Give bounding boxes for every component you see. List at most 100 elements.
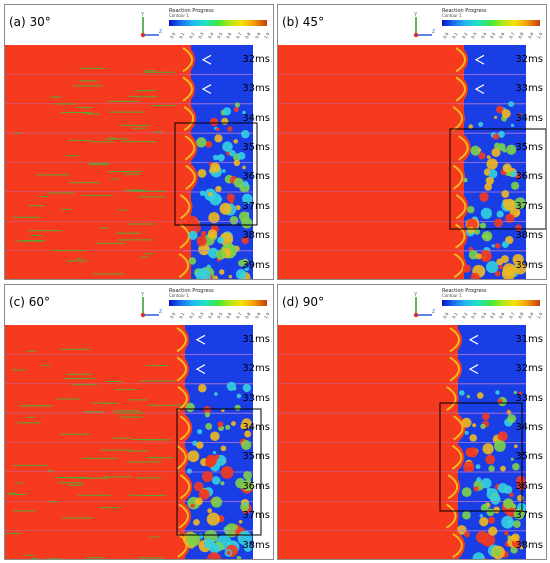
mixing-blob xyxy=(491,147,501,158)
mixing-blob xyxy=(485,454,496,465)
mixing-blob xyxy=(497,431,508,442)
flame-front-edge xyxy=(446,503,457,529)
mixing-blob xyxy=(204,412,211,418)
legend-subtitle: Contour 1 xyxy=(442,293,462,298)
time-label: 32ms xyxy=(242,363,270,375)
mixing-blob xyxy=(238,259,245,267)
mixing-blob xyxy=(511,181,520,190)
panel-a-30deg: (a) 30° Y Z Reaction Progress Contour 1 … xyxy=(4,4,274,280)
mixing-blob xyxy=(468,250,479,260)
mixing-blob xyxy=(236,393,242,399)
color-legend: Reaction Progress Contour 1 0.0 0.1 0.2 0.3… xyxy=(442,8,544,43)
flame-tongue xyxy=(278,103,466,134)
time-label: 31ms xyxy=(515,333,543,345)
flame-tongue xyxy=(5,354,189,384)
mixing-blob xyxy=(215,127,220,132)
flame-front-edge xyxy=(177,385,188,412)
mixing-blob xyxy=(230,421,236,427)
legend-tick: 0.7 xyxy=(507,31,516,40)
mixing-blob xyxy=(235,269,247,279)
flame-front-edge xyxy=(182,76,193,102)
flame-tongue xyxy=(278,501,459,531)
mixing-blob xyxy=(488,465,495,472)
focus-box xyxy=(439,402,523,512)
mixing-blob xyxy=(459,390,465,396)
mixing-blob xyxy=(233,139,239,144)
flame-tongue xyxy=(278,162,466,192)
mixing-blob xyxy=(513,520,521,529)
mixing-blob xyxy=(227,126,233,132)
panel-d-90deg: (d) 90° Y Z Reaction Progress Contour 1 … xyxy=(277,284,547,560)
mixing-blob xyxy=(208,212,220,224)
mixing-blob xyxy=(515,224,522,232)
mixing-blob xyxy=(510,457,514,461)
mixing-blob xyxy=(508,101,515,108)
mixing-blob xyxy=(198,384,207,393)
mixing-blob xyxy=(510,546,518,554)
legend-tick: 0.2 xyxy=(187,311,196,320)
mixing-blob xyxy=(196,235,207,247)
mixing-blob xyxy=(518,113,522,117)
mixing-blob xyxy=(209,117,219,127)
time-label: 34ms xyxy=(242,421,270,433)
mixing-blob xyxy=(497,143,506,151)
flame-front-edge xyxy=(455,194,467,220)
flame-front-edge xyxy=(176,356,187,382)
svg-text:Z: Z xyxy=(159,309,162,315)
axis-triad-icon: Y Z xyxy=(413,292,435,318)
legend-tick: 0.0 xyxy=(442,311,450,320)
mixing-blob xyxy=(205,140,213,148)
axis-triad-icon: Y Z xyxy=(140,12,162,38)
flame-front-edge xyxy=(447,474,459,500)
legend-tick: 0.2 xyxy=(460,31,469,40)
legend-tick: 0.8 xyxy=(244,31,252,40)
legend-title: Reaction Progress xyxy=(169,8,214,14)
legend-tick: 0.8 xyxy=(244,311,252,320)
mixing-blob xyxy=(242,383,252,393)
mixing-blob xyxy=(187,450,200,463)
time-label: 37ms xyxy=(515,510,543,522)
legend-tick: 0.2 xyxy=(460,311,469,320)
mixing-blob xyxy=(494,115,498,119)
mixing-blob xyxy=(186,468,193,474)
time-label: 38ms xyxy=(242,539,270,551)
mixing-blob xyxy=(236,555,242,559)
time-label: 37ms xyxy=(242,200,270,212)
flame-tongue xyxy=(278,442,465,472)
mixing-blob xyxy=(217,154,225,162)
mixing-blob xyxy=(492,548,501,556)
time-label: 36ms xyxy=(515,480,543,492)
mixing-blob xyxy=(242,110,246,115)
legend-title: Reaction Progress xyxy=(442,288,487,294)
mixing-blob xyxy=(470,145,481,156)
mixing-blob xyxy=(235,204,241,211)
mixing-blob xyxy=(486,508,495,517)
mixing-blob xyxy=(481,477,492,489)
flame-front-edge xyxy=(182,47,193,73)
mixing-blob xyxy=(195,268,211,279)
flame-front-edge xyxy=(176,327,187,353)
mixing-blob xyxy=(205,423,213,430)
panel-b-45deg: (b) 45° Y Z Reaction Progress Contour 1 … xyxy=(277,4,547,280)
mixing-blob xyxy=(494,243,501,249)
legend-tick: 0.3 xyxy=(197,311,205,320)
panel-label: (d) 90° xyxy=(282,295,325,309)
time-label: 32ms xyxy=(515,363,543,375)
legend-title: Reaction Progress xyxy=(442,8,487,14)
legend-colorbar xyxy=(169,20,267,26)
label-strip xyxy=(253,325,273,559)
legend-title: Reaction Progress xyxy=(169,288,214,294)
mixing-blob xyxy=(512,253,524,266)
mixing-blob xyxy=(467,447,479,458)
mixing-blob xyxy=(220,466,234,479)
legend-tick: 0.3 xyxy=(470,31,478,40)
mixing-blob xyxy=(482,443,494,455)
mixing-blob xyxy=(472,552,485,559)
mixing-blob xyxy=(462,510,471,520)
legend-tick: 0.7 xyxy=(234,311,243,320)
legend-tick: 0.0 xyxy=(169,31,177,40)
mixing-blob xyxy=(198,243,210,256)
time-label: 33ms xyxy=(515,83,543,95)
flame-tongue xyxy=(5,162,198,192)
flame-tongue xyxy=(5,530,190,559)
